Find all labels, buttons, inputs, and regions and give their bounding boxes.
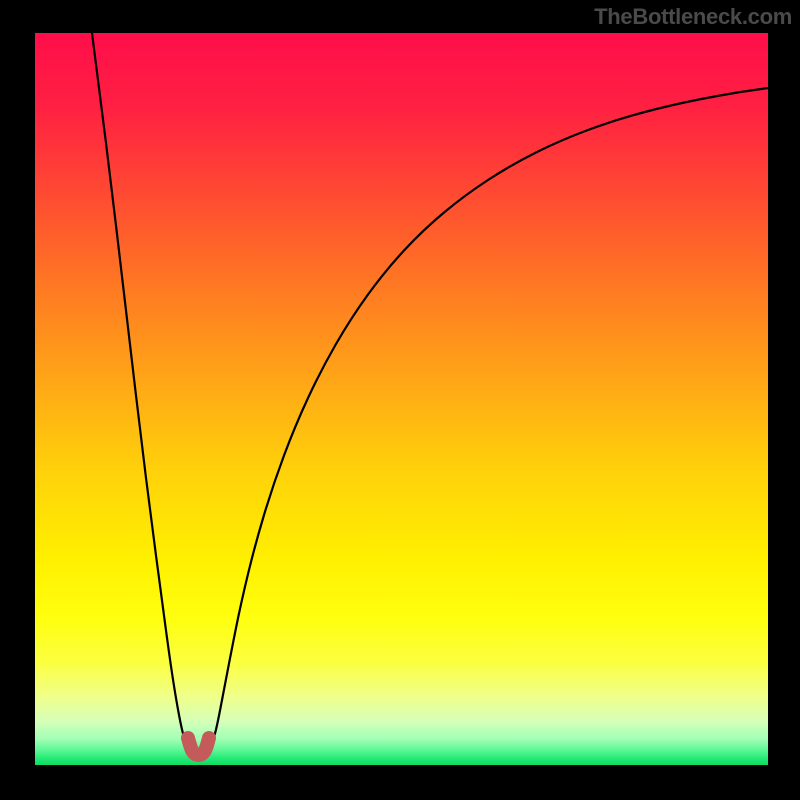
chart-container: TheBottleneck.com [0, 0, 800, 800]
plot-area [35, 33, 768, 765]
watermark-label: TheBottleneck.com [594, 4, 792, 30]
gradient-background [35, 33, 768, 765]
plot-svg [35, 33, 768, 765]
